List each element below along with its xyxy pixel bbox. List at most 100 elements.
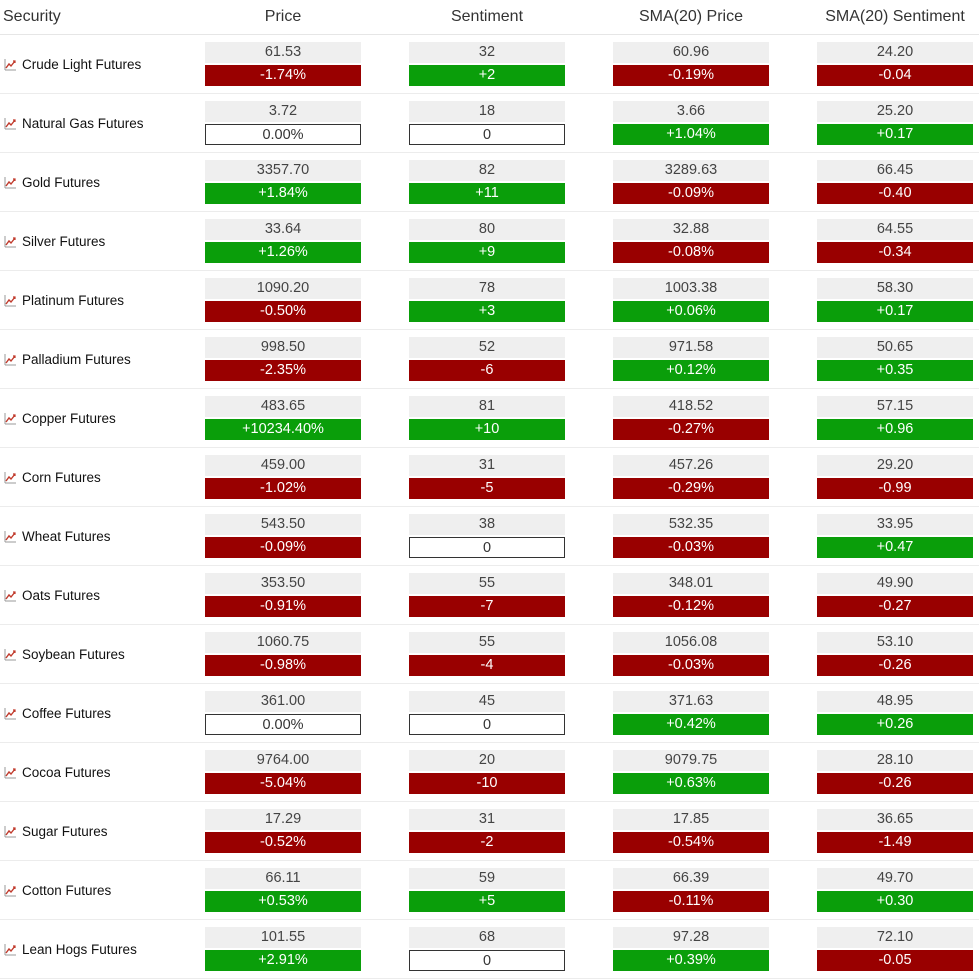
header-price[interactable]: Price bbox=[264, 8, 302, 25]
security-label[interactable]: Soybean Futures bbox=[22, 646, 125, 662]
sma-price-cell: 418.52 -0.27% bbox=[613, 396, 769, 440]
trend-chart-icon[interactable] bbox=[4, 58, 17, 71]
change-badge: 0 bbox=[409, 950, 565, 971]
security-label[interactable]: Palladium Futures bbox=[22, 351, 131, 367]
security-name[interactable]: Platinum Futures bbox=[0, 293, 205, 308]
trend-chart-icon[interactable] bbox=[4, 235, 17, 248]
sentiment-cell: 31 -5 bbox=[409, 455, 565, 499]
security-label[interactable]: Sugar Futures bbox=[22, 823, 108, 839]
security-label[interactable]: Cotton Futures bbox=[22, 882, 112, 898]
value: 78 bbox=[409, 278, 565, 299]
value: 29.20 bbox=[817, 455, 973, 476]
value: 1060.75 bbox=[205, 632, 361, 653]
change-badge: -0.27 bbox=[817, 596, 973, 617]
security-label[interactable]: Oats Futures bbox=[22, 587, 101, 603]
change-badge: -0.50% bbox=[205, 301, 361, 322]
trend-chart-icon[interactable] bbox=[4, 825, 17, 838]
value: 25.20 bbox=[817, 101, 973, 122]
security-name[interactable]: Coffee Futures bbox=[0, 706, 205, 721]
sma-sentiment-cell: 53.10 -0.26 bbox=[817, 632, 973, 676]
change-badge: +11 bbox=[409, 183, 565, 204]
change-badge: 0 bbox=[409, 537, 565, 558]
trend-chart-icon[interactable] bbox=[4, 884, 17, 897]
trend-chart-icon[interactable] bbox=[4, 707, 17, 720]
table-row: Oats Futures 353.50 -0.91% 55 -7 348.01 -0.12%… bbox=[0, 566, 979, 625]
value: 18 bbox=[409, 101, 565, 122]
trend-chart-icon[interactable] bbox=[4, 176, 17, 189]
sma-price-cell: 9079.75 +0.63% bbox=[613, 750, 769, 794]
security-name[interactable]: Crude Light Futures bbox=[0, 57, 205, 72]
change-badge: -0.03% bbox=[613, 655, 769, 676]
security-label[interactable]: Coffee Futures bbox=[22, 705, 112, 721]
value: 459.00 bbox=[205, 455, 361, 476]
trend-chart-icon[interactable] bbox=[4, 589, 17, 602]
security-name[interactable]: Copper Futures bbox=[0, 411, 205, 426]
trend-chart-icon[interactable] bbox=[4, 766, 17, 779]
security-name[interactable]: Lean Hogs Futures bbox=[0, 942, 205, 957]
trend-chart-icon[interactable] bbox=[4, 943, 17, 956]
security-name[interactable]: Sugar Futures bbox=[0, 824, 205, 839]
sentiment-cell: 55 -4 bbox=[409, 632, 565, 676]
security-label[interactable]: Corn Futures bbox=[22, 469, 101, 485]
header-sentiment[interactable]: Sentiment bbox=[450, 8, 524, 25]
value: 20 bbox=[409, 750, 565, 771]
security-name[interactable]: Gold Futures bbox=[0, 175, 205, 190]
security-label[interactable]: Silver Futures bbox=[22, 233, 106, 249]
table-row: Soybean Futures 1060.75 -0.98% 55 -4 1056.08-… bbox=[0, 625, 979, 684]
trend-chart-icon[interactable] bbox=[4, 530, 17, 543]
security-label[interactable]: Platinum Futures bbox=[22, 292, 125, 308]
value: 81 bbox=[409, 396, 565, 417]
price-cell: 3357.70 +1.84% bbox=[205, 160, 361, 204]
security-name[interactable]: Natural Gas Futures bbox=[0, 116, 205, 131]
change-badge: -0.09% bbox=[613, 183, 769, 204]
security-name[interactable]: Silver Futures bbox=[0, 234, 205, 249]
security-name[interactable]: Palladium Futures bbox=[0, 352, 205, 367]
security-name[interactable]: Oats Futures bbox=[0, 588, 205, 603]
change-badge: +0.06% bbox=[613, 301, 769, 322]
security-label[interactable]: Crude Light Futures bbox=[22, 56, 142, 72]
change-badge: -0.26 bbox=[817, 655, 973, 676]
security-name[interactable]: Cocoa Futures bbox=[0, 765, 205, 780]
value: 50.65 bbox=[817, 337, 973, 358]
change-badge: -0.29% bbox=[613, 478, 769, 499]
change-badge: -0.40 bbox=[817, 183, 973, 204]
sma-sentiment-cell: 49.70 +0.30 bbox=[817, 868, 973, 912]
sma-price-cell: 32.88 -0.08% bbox=[613, 219, 769, 263]
security-name[interactable]: Wheat Futures bbox=[0, 529, 205, 544]
security-name[interactable]: Soybean Futures bbox=[0, 647, 205, 662]
price-cell: 66.11 +0.53% bbox=[205, 868, 361, 912]
value: 101.55 bbox=[205, 927, 361, 948]
security-label[interactable]: Cocoa Futures bbox=[22, 764, 111, 780]
change-badge: +0.12% bbox=[613, 360, 769, 381]
sma-price-cell: 971.58 +0.12% bbox=[613, 337, 769, 381]
header-sma-sentiment[interactable]: SMA(20) Sentiment bbox=[825, 8, 965, 25]
value: 3357.70 bbox=[205, 160, 361, 181]
security-name[interactable]: Corn Futures bbox=[0, 470, 205, 485]
value: 33.95 bbox=[817, 514, 973, 535]
security-label[interactable]: Gold Futures bbox=[22, 174, 101, 190]
table-row: Cocoa Futures 9764.00 -5.04% 20 -10 9079.75 +0… bbox=[0, 743, 979, 802]
change-badge: -7 bbox=[409, 596, 565, 617]
trend-chart-icon[interactable] bbox=[4, 117, 17, 130]
value: 457.26 bbox=[613, 455, 769, 476]
header-sma-price[interactable]: SMA(20) Price bbox=[638, 8, 744, 25]
trend-chart-icon[interactable] bbox=[4, 412, 17, 425]
value: 66.45 bbox=[817, 160, 973, 181]
price-cell: 61.53 -1.74% bbox=[205, 42, 361, 86]
security-label[interactable]: Copper Futures bbox=[22, 410, 116, 426]
table-row: Palladium Futures 998.50 -2.35% 52 -6 971.58 +… bbox=[0, 330, 979, 389]
trend-chart-icon[interactable] bbox=[4, 353, 17, 366]
value: 45 bbox=[409, 691, 565, 712]
sma-price-cell: 371.63 +0.42% bbox=[613, 691, 769, 735]
sma-sentiment-cell: 29.20 -0.99 bbox=[817, 455, 973, 499]
security-label[interactable]: Natural Gas Futures bbox=[22, 115, 144, 131]
change-badge: -2.35% bbox=[205, 360, 361, 381]
value: 66.39 bbox=[613, 868, 769, 889]
security-name[interactable]: Cotton Futures bbox=[0, 883, 205, 898]
security-label[interactable]: Lean Hogs Futures bbox=[22, 941, 137, 957]
trend-chart-icon[interactable] bbox=[4, 294, 17, 307]
header-security[interactable]: Security bbox=[3, 8, 61, 25]
trend-chart-icon[interactable] bbox=[4, 648, 17, 661]
security-label[interactable]: Wheat Futures bbox=[22, 528, 111, 544]
trend-chart-icon[interactable] bbox=[4, 471, 17, 484]
